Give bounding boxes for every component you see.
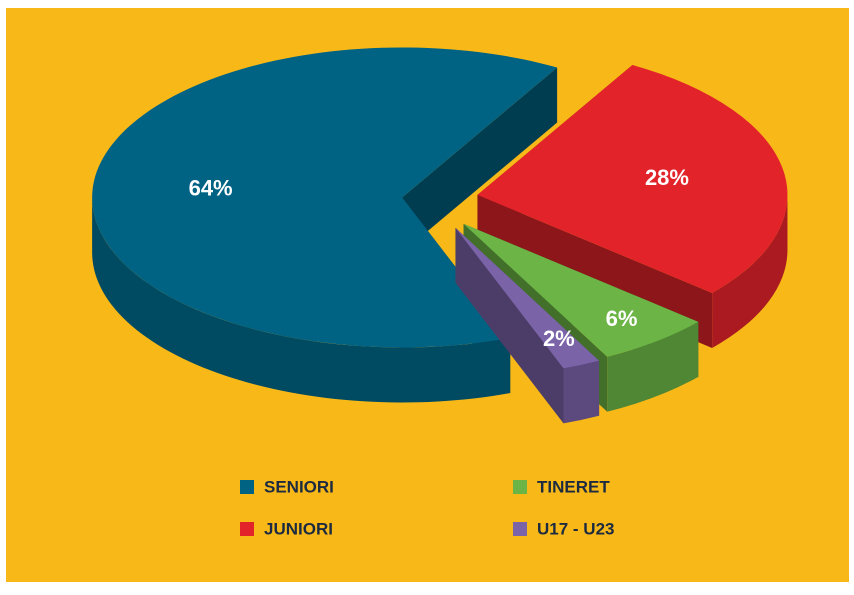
slice-outer-wall (563, 360, 600, 424)
slice-outer-wall (92, 197, 511, 403)
legend-swatch (240, 522, 254, 536)
legend-label: TINERET (537, 477, 610, 496)
slice (455, 227, 600, 369)
slice (463, 223, 699, 357)
slice-cut-wall (402, 67, 558, 253)
data-label: 2% (543, 326, 575, 351)
legend-swatch (513, 480, 527, 494)
slice (92, 47, 558, 348)
data-label: 28% (645, 165, 689, 190)
legend-swatch (240, 480, 254, 494)
data-label: 64% (189, 175, 233, 200)
slice-side (455, 227, 600, 424)
slice-outer-wall (607, 321, 699, 412)
legend-label: JUNIORI (264, 519, 333, 538)
slice-outer-wall (712, 194, 788, 348)
slice-cut-wall (455, 227, 564, 424)
legend-label: SENIORI (264, 477, 334, 496)
legend-swatch (513, 522, 527, 536)
data-label: 6% (606, 306, 638, 331)
legend-label: U17 - U23 (537, 519, 614, 538)
slice (477, 65, 788, 293)
